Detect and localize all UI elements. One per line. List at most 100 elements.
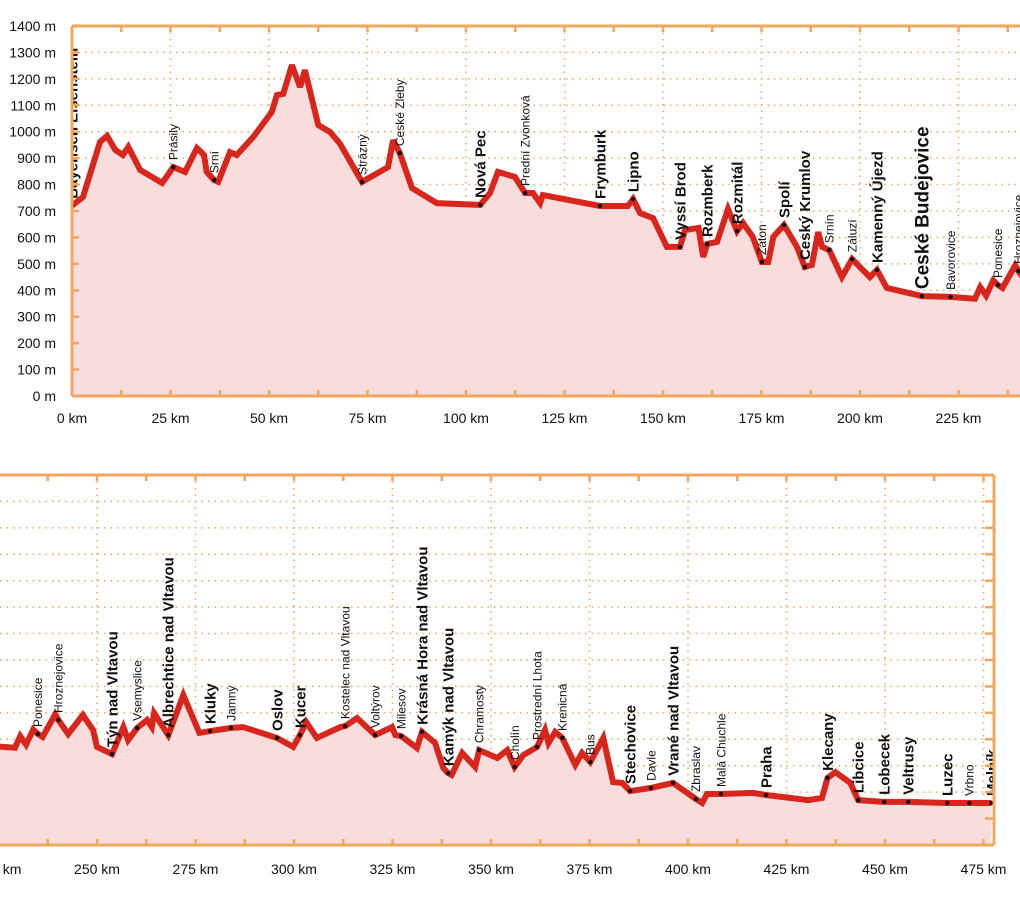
x-tick-label: 400 km <box>665 861 711 877</box>
place-marker <box>948 294 953 300</box>
place-marker <box>906 799 911 805</box>
place-marker <box>512 764 517 770</box>
elevation-panel-top: Bayerisch Eisenstein Prásily Srní Strázný Ce… <box>9 18 1020 426</box>
place-label: Luzec <box>940 753 957 796</box>
place-label: Strázný <box>355 134 369 175</box>
place-label: Klecany <box>820 713 837 771</box>
y-tick-label: 1200 m <box>9 71 56 87</box>
x-tick-label: 175 km <box>739 410 785 426</box>
place-marker <box>398 733 404 739</box>
place-label: Milesov <box>394 688 408 729</box>
place-marker <box>134 725 140 731</box>
place-marker <box>1016 268 1020 274</box>
y-tick-label: 300 m <box>17 309 56 325</box>
place-label: Rozmitál <box>729 162 746 225</box>
x-tick-label: 425 km <box>764 861 810 877</box>
place-label: Cholín <box>508 725 522 760</box>
place-label: Chramosty <box>473 685 487 743</box>
place-label: Týn nad Vltavou <box>104 631 121 747</box>
place-label: Bus <box>584 734 598 755</box>
x-tick-label: 275 km <box>173 861 219 877</box>
place-marker <box>802 264 808 270</box>
place-marker <box>759 259 765 265</box>
place-label: Prásily <box>167 124 181 160</box>
place-marker <box>781 222 787 228</box>
place-marker <box>693 796 699 802</box>
place-marker <box>166 732 171 738</box>
place-label: Prední Zvonková <box>518 95 532 186</box>
place-label: Vyssí Brod <box>672 162 689 240</box>
place-label: Vrané nad Vltavou <box>665 646 682 776</box>
place-label: Záton <box>755 224 769 255</box>
place-label: Vsemyslice <box>131 660 145 721</box>
x-tick-label: 375 km <box>567 861 613 877</box>
place-marker <box>274 735 280 741</box>
y-tick-label: 1400 m <box>9 18 56 34</box>
place-label: Voltýrov <box>368 685 382 728</box>
place-marker <box>734 228 740 234</box>
y-tick-label: 600 m <box>17 229 56 245</box>
y-tick-label: 800 m <box>17 177 56 193</box>
place-marker <box>35 731 41 737</box>
place-label: Kamenný Újezd <box>868 151 886 263</box>
place-marker <box>372 732 378 738</box>
place-label: Záluzí <box>845 219 859 252</box>
place-marker <box>989 800 994 806</box>
place-marker <box>677 244 683 250</box>
place-label: Kucer <box>292 685 309 728</box>
place-label: Frymburk <box>592 129 609 199</box>
x-tick-label: 225 km <box>0 861 21 877</box>
elevation-line <box>0 687 992 808</box>
place-marker <box>849 256 855 262</box>
place-label: Nová Pec <box>473 130 490 198</box>
place-marker <box>359 179 365 185</box>
y-tick-label: 900 m <box>17 150 56 166</box>
plot-area: Bayerisch EisensteinPrásilySrníStráznýCe… <box>0 546 995 845</box>
place-marker <box>445 770 451 776</box>
place-marker <box>630 196 636 202</box>
place-label: Hroznejovice <box>1012 194 1020 264</box>
place-label: Lipno <box>625 151 642 192</box>
place-label: Malá Chuchle <box>714 713 728 787</box>
x-tick-label: 450 km <box>862 861 908 877</box>
place-marker <box>297 732 303 738</box>
place-marker <box>919 293 925 299</box>
place-label: Albrechtice nad Vltavou <box>161 557 178 728</box>
place-label: Kluky <box>202 683 219 725</box>
place-marker <box>56 717 61 723</box>
place-marker <box>856 797 861 803</box>
place-label: Jamný <box>224 686 238 721</box>
elevation-area <box>72 65 1020 396</box>
place-marker <box>477 202 483 208</box>
place-label: Veltrusy <box>901 736 918 795</box>
x-tick-label: 0 km <box>57 410 87 426</box>
place-marker <box>825 775 830 781</box>
x-tick-label: 125 km <box>542 410 588 426</box>
place-label: Hroznejovice <box>52 643 66 713</box>
place-marker <box>704 241 710 247</box>
x-tick-label: 350 km <box>468 861 514 877</box>
place-marker <box>212 177 217 183</box>
place-marker <box>171 164 176 170</box>
place-label: Ponesice <box>991 228 1005 278</box>
place-label: Srnín <box>823 214 837 243</box>
place-label: Praha <box>758 746 775 788</box>
place-marker <box>397 150 403 156</box>
y-tick-label: 0 m <box>33 388 56 404</box>
place-marker <box>522 190 528 196</box>
x-tick-label: 325 km <box>370 861 416 877</box>
place-label: Zbraslav <box>689 746 703 792</box>
elevation-line <box>72 64 1020 302</box>
place-label: Stechovice <box>622 705 639 784</box>
x-tick-label: 50 km <box>250 410 288 426</box>
place-marker <box>945 800 950 806</box>
x-tick-label: 150 km <box>640 410 686 426</box>
place-marker <box>648 785 654 791</box>
place-label: Lobecek <box>877 733 894 795</box>
y-tick-label: 1100 m <box>10 97 56 113</box>
x-tick-label: 225 km <box>936 410 982 426</box>
y-tick-label: 700 m <box>17 203 56 219</box>
place-label: Libcice <box>851 741 868 793</box>
place-marker <box>207 728 213 734</box>
